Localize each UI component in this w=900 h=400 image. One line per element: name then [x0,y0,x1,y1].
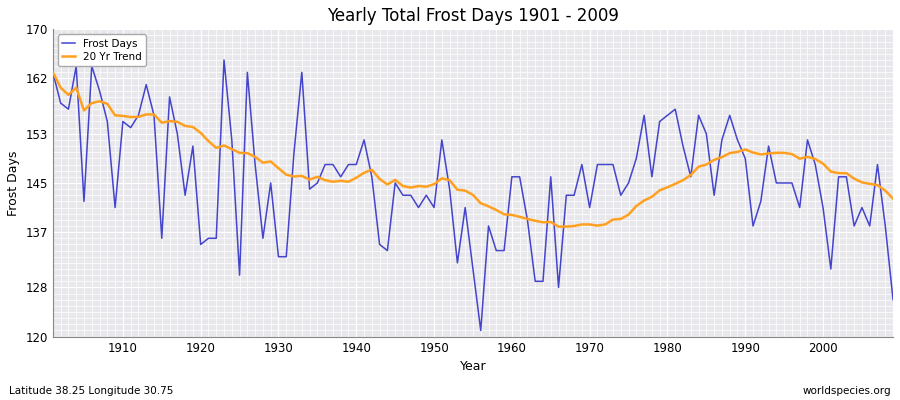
X-axis label: Year: Year [460,360,486,373]
Y-axis label: Frost Days: Frost Days [7,150,20,216]
Frost Days [219,58,230,62]
Text: worldspecies.org: worldspecies.org [803,386,891,396]
20 Yr Trend [554,224,564,229]
20 Yr Trend [887,196,898,201]
20 Yr Trend [328,179,338,184]
Title: Yearly Total Frost Days 1901 - 2009: Yearly Total Frost Days 1901 - 2009 [327,7,619,25]
Frost Days [289,150,300,155]
20 Yr Trend [499,212,509,217]
20 Yr Trend [507,212,517,217]
20 Yr Trend [608,217,618,222]
Frost Days [48,70,58,75]
20 Yr Trend [110,113,121,118]
Frost Days [887,297,898,302]
Legend: Frost Days, 20 Yr Trend: Frost Days, 20 Yr Trend [58,34,146,66]
Line: 20 Yr Trend: 20 Yr Trend [53,72,893,227]
Line: Frost Days: Frost Days [53,60,893,330]
Frost Days [616,193,626,198]
Frost Days [110,205,121,210]
20 Yr Trend [281,172,292,177]
Frost Days [514,174,525,179]
20 Yr Trend [48,70,58,75]
Frost Days [522,218,533,222]
Frost Days [475,328,486,333]
Text: Latitude 38.25 Longitude 30.75: Latitude 38.25 Longitude 30.75 [9,386,174,396]
Frost Days [336,174,346,179]
